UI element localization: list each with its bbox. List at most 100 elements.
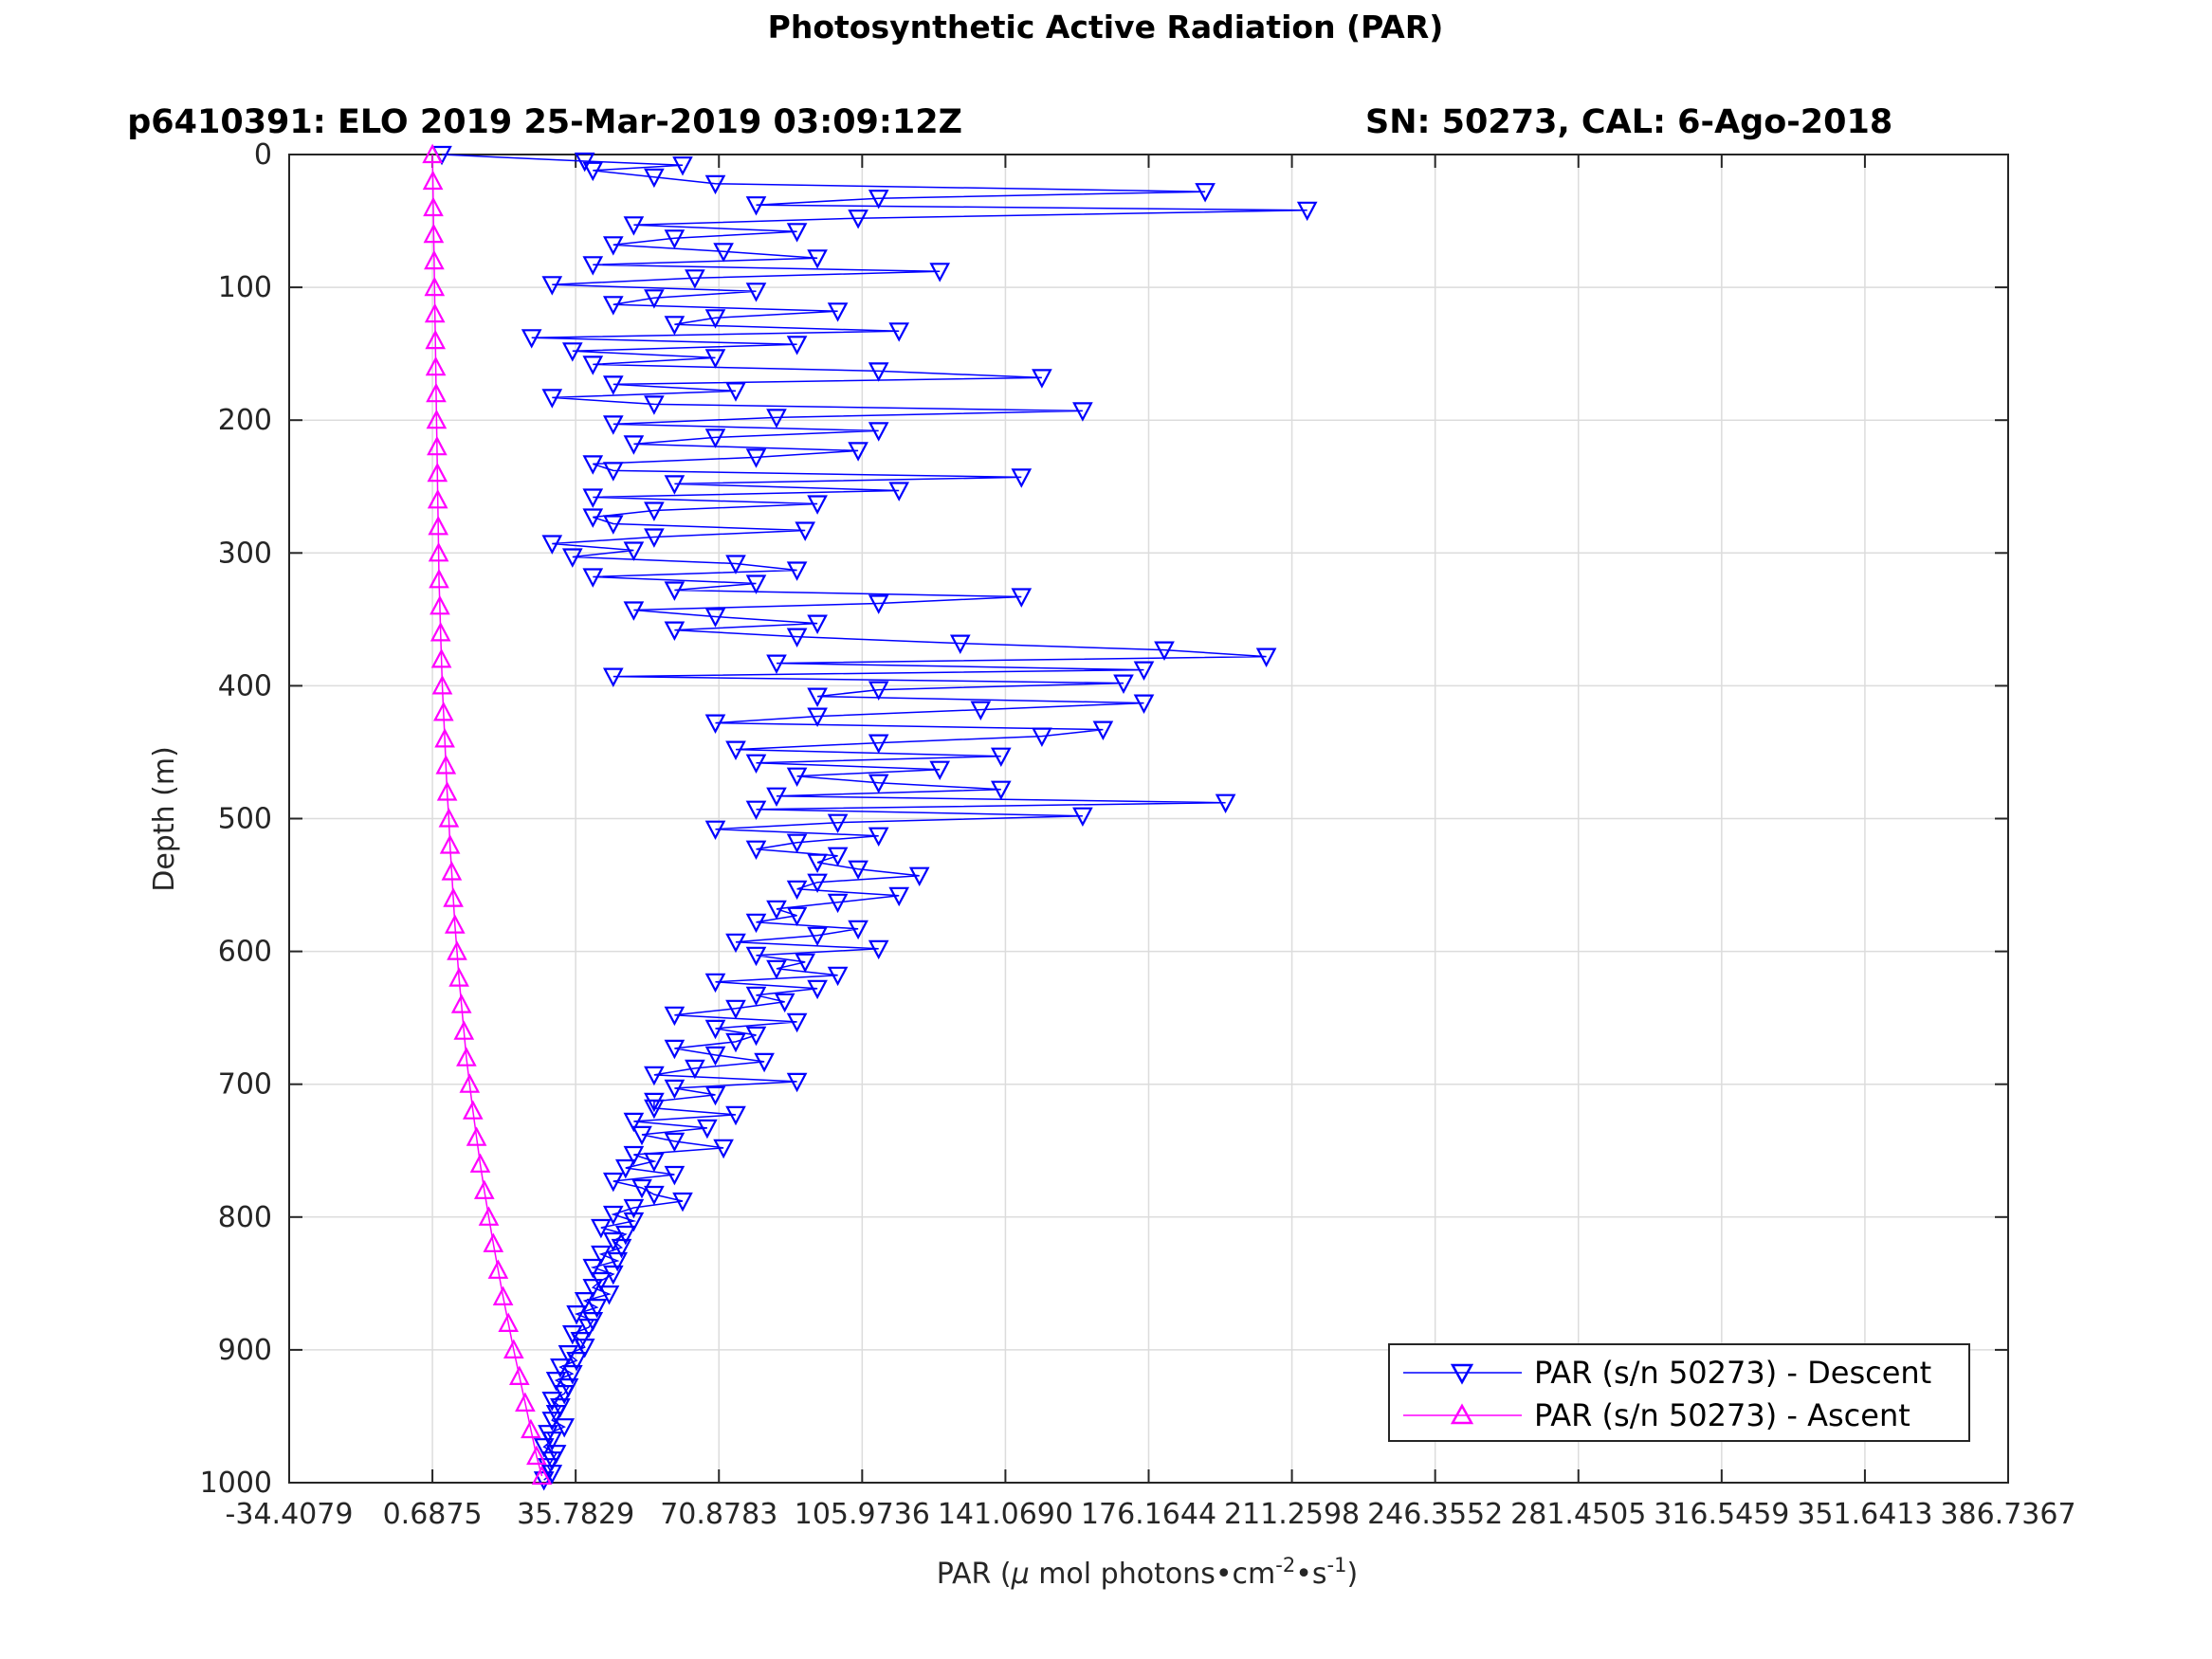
data-point-descent	[745, 946, 767, 967]
data-point-descent	[623, 1198, 645, 1219]
data-point-descent	[664, 1079, 686, 1100]
data-point-ascent	[424, 276, 446, 297]
data-point-descent	[725, 933, 746, 954]
data-point-descent	[745, 196, 767, 216]
data-point-descent	[582, 488, 604, 508]
data-point-ascent	[427, 462, 448, 483]
data-point-descent	[848, 860, 868, 881]
data-point-ascent	[428, 541, 449, 562]
data-point-descent	[786, 561, 808, 581]
data-point-ascent	[438, 808, 460, 828]
data-point-descent	[827, 302, 849, 322]
data-point-descent	[623, 435, 645, 455]
data-point-descent	[644, 1092, 665, 1113]
data-point-descent	[644, 168, 665, 189]
data-point-ascent	[423, 223, 445, 244]
data-point-ascent	[429, 568, 449, 589]
x-axis: -34.4079 0.6875 35.7829 70.8783 105.9736 141.…	[226, 155, 2076, 1531]
data-point-descent	[848, 920, 868, 940]
data-point-ascent	[426, 382, 447, 403]
data-point-ascent	[503, 1339, 524, 1359]
data-point-descent	[704, 174, 726, 195]
data-point-descent	[725, 1105, 746, 1126]
data-point-ascent	[450, 994, 472, 1013]
data-point-descent	[602, 1231, 624, 1252]
data-point-descent	[725, 740, 746, 760]
data-point-descent	[664, 1132, 686, 1153]
data-point-descent	[611, 1238, 632, 1259]
data-point-descent	[754, 1052, 775, 1073]
x-tick-label: 176.1644	[1081, 1498, 1216, 1531]
data-point-descent	[786, 336, 808, 356]
data-point-ascent	[521, 1418, 541, 1439]
data-point-descent	[685, 269, 705, 289]
data-point-descent	[561, 548, 583, 568]
x-tick-label: 386.7367	[1940, 1498, 2075, 1531]
data-point-ascent	[526, 1445, 547, 1466]
data-point-descent	[786, 223, 808, 243]
data-point-descent	[664, 1165, 686, 1186]
data-point-ascent	[448, 967, 469, 987]
data-point-descent	[607, 1251, 629, 1272]
data-point-descent	[541, 1431, 563, 1451]
data-point-descent	[582, 568, 604, 588]
y-axis-label: Depth (m)	[148, 746, 181, 892]
data-point-descent	[591, 1218, 612, 1239]
data-point-ascent	[430, 594, 450, 615]
data-point-descent	[704, 608, 726, 628]
data-point-ascent	[430, 622, 451, 642]
x-tick-label: 105.9736	[795, 1498, 930, 1531]
data-point-descent	[786, 833, 808, 854]
y-tick-label: 800	[218, 1201, 272, 1234]
data-point-ascent	[456, 1047, 477, 1066]
x-tick-label: 141.0690	[938, 1498, 1073, 1531]
x-tick-label: 351.6413	[1797, 1498, 1932, 1531]
data-point-descent	[541, 1391, 563, 1412]
data-point-descent	[868, 827, 889, 848]
data-point-descent	[704, 1046, 726, 1066]
data-point-ascent	[444, 914, 466, 934]
data-point-descent	[664, 1006, 686, 1027]
data-point-descent	[766, 959, 787, 980]
data-point-ascent	[431, 675, 453, 695]
data-point-descent	[868, 734, 889, 754]
legend-label-descent: PAR (s/n 50273) - Descent	[1534, 1355, 1931, 1391]
data-point-ascent	[424, 302, 446, 323]
data-point-descent	[807, 926, 828, 947]
data-point-descent	[868, 422, 889, 442]
data-point-descent	[990, 747, 1012, 768]
chart-subtitle-left: p6410391: ELO 2019 25-Mar-2019 03:09:12Z	[127, 103, 962, 141]
data-point-descent	[725, 999, 746, 1020]
data-point-ascent	[427, 488, 448, 509]
data-point-descent	[614, 1158, 636, 1179]
data-point-descent	[566, 1351, 587, 1372]
data-point-descent	[582, 1258, 604, 1279]
data-point-descent	[745, 448, 767, 468]
data-point-descent	[602, 462, 624, 482]
data-point-descent	[561, 342, 583, 362]
data-point-ascent	[462, 1100, 484, 1120]
chart-subtitle-right: SN: 50273, CAL: 6-Ago-2018	[1365, 103, 1892, 141]
data-point-descent	[541, 276, 563, 296]
data-point-descent	[554, 1418, 576, 1438]
data-point-descent	[827, 813, 849, 834]
data-point-descent	[602, 1205, 624, 1226]
data-point-descent	[725, 1032, 746, 1053]
data-point-descent	[704, 1085, 726, 1106]
data-point-ascent	[435, 755, 457, 775]
data-point-ascent	[436, 781, 458, 801]
data-point-descent	[868, 939, 889, 960]
data-point-descent	[766, 900, 787, 921]
grid-lines	[288, 154, 2009, 1484]
data-point-ascent	[430, 648, 452, 668]
data-point-descent	[786, 1012, 808, 1033]
data-point-ascent	[428, 515, 449, 536]
data-point-descent	[541, 389, 563, 409]
data-point-descent	[602, 1172, 624, 1193]
data-point-descent	[704, 349, 726, 369]
data-point-descent	[582, 508, 604, 528]
data-point-descent	[1072, 402, 1093, 422]
data-point-ascent	[531, 1465, 553, 1486]
data-point-descent	[745, 1026, 767, 1047]
